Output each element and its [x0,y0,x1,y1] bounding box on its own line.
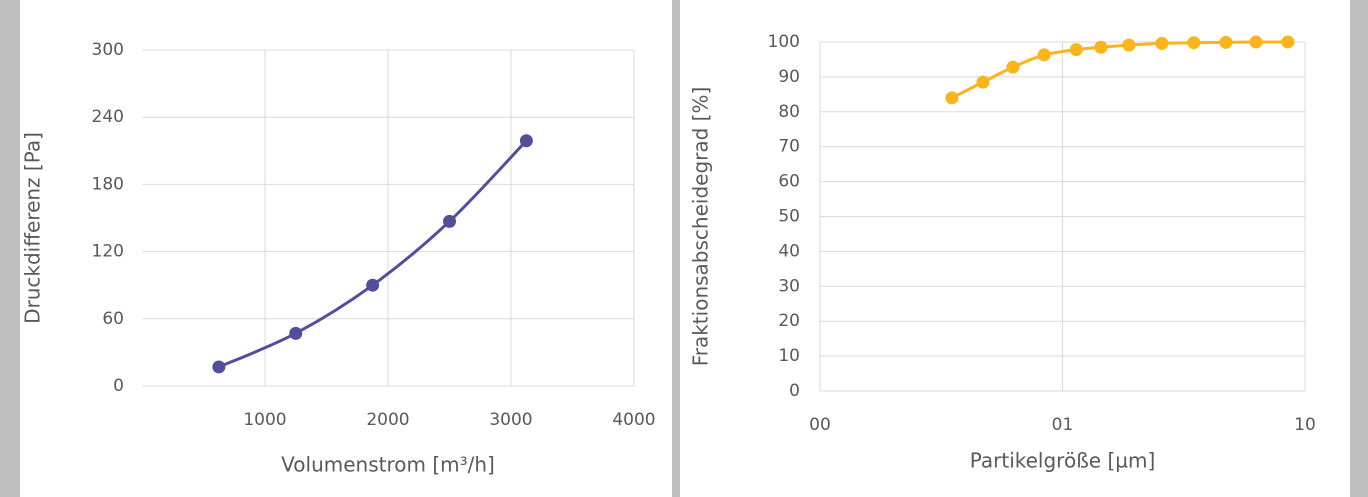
y-axis-label: Fraktionsabscheidegrad [%] [689,87,713,367]
x-tick-label: 01 [1052,415,1074,435]
y-tick-label: 40 [778,241,800,261]
x-axis-label: Partikelgröße [µm] [970,449,1156,473]
y-tick-label: 70 [778,137,800,157]
data-point [289,326,303,340]
data-point [1122,38,1136,52]
y-tick-label: 180 [92,174,124,194]
x-tick-label: 10 [1294,415,1316,435]
y-tick-label: 240 [92,107,124,127]
y-tick-label: 60 [102,309,124,329]
data-point [443,214,456,228]
data-point [1219,35,1233,49]
panel [680,0,1350,497]
data-point [1281,35,1295,49]
x-tick-label: 00 [809,415,831,435]
data-point [366,278,380,292]
y-tick-label: 50 [778,207,800,227]
data-point [1094,40,1108,54]
x-axis-label: Volumenstrom [m³/h] [281,453,495,477]
y-tick-label: 90 [778,67,800,87]
data-point [1249,35,1263,49]
y-tick-label: 120 [92,242,124,262]
x-tick-label: 4000 [612,410,655,430]
data-point [976,75,990,89]
data-point [519,134,533,148]
data-point [1037,48,1051,62]
y-tick-label: 30 [778,276,800,296]
y-tick-label: 0 [113,376,124,396]
panel [20,0,672,497]
y-tick-label: 100 [768,32,800,52]
data-point [1069,43,1083,57]
y-tick-label: 60 [778,172,800,192]
y-tick-label: 80 [778,102,800,122]
data-point [1187,36,1201,50]
y-tick-label: 10 [778,346,800,366]
y-tick-label: 20 [778,311,800,331]
y-axis-label: Druckdifferenz [Pa] [21,132,45,324]
x-tick-label: 1000 [243,410,286,430]
data-point [1155,36,1169,50]
data-point [212,360,226,374]
y-tick-label: 300 [92,40,124,60]
data-point [945,91,959,105]
x-tick-label: 2000 [366,410,409,430]
x-tick-label: 3000 [489,410,532,430]
y-tick-label: 0 [789,381,800,401]
data-point [1006,60,1020,74]
